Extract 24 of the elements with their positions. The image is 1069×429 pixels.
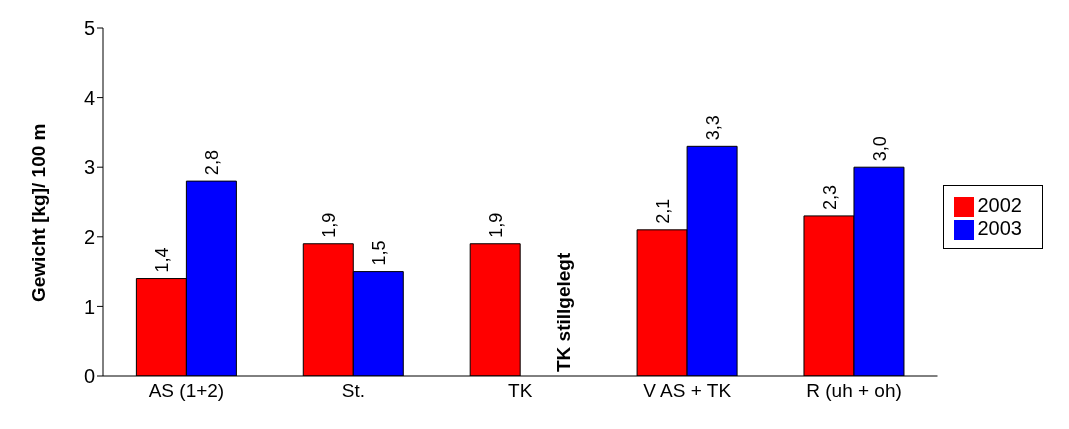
x-tick-label: AS (1+2) — [148, 380, 225, 402]
y-axis-title: Gewicht [kg]/ 100 m — [27, 123, 49, 302]
legend-label: 2002 — [977, 194, 1022, 216]
y-tick-label: 2 — [83, 225, 95, 248]
data-label: 2,1 — [653, 198, 674, 224]
x-tick-label: R (uh + oh) — [806, 380, 902, 402]
legend-label: 2003 — [977, 217, 1022, 239]
data-label: 1,5 — [369, 240, 390, 266]
data-label: 1,4 — [152, 247, 173, 273]
x-tick-label: V AS + TK — [643, 380, 732, 402]
data-label: 1,9 — [319, 212, 340, 238]
data-label: 2,8 — [202, 150, 223, 176]
data-label: 2,3 — [819, 184, 840, 210]
y-tick-label: 0 — [83, 365, 95, 388]
y-tick-label: 3 — [83, 156, 95, 179]
data-label: 3,0 — [869, 136, 890, 162]
data-label: 1,9 — [486, 212, 507, 238]
x-tick-label: TK — [508, 380, 533, 402]
y-tick-label: 4 — [83, 86, 95, 109]
y-tick-label: 1 — [83, 295, 95, 318]
y-tick-label: 5 — [83, 17, 95, 40]
x-tick-label: St. — [341, 380, 365, 402]
annotation: TK stillgelegt — [553, 252, 575, 372]
data-label: 3,3 — [703, 115, 724, 141]
